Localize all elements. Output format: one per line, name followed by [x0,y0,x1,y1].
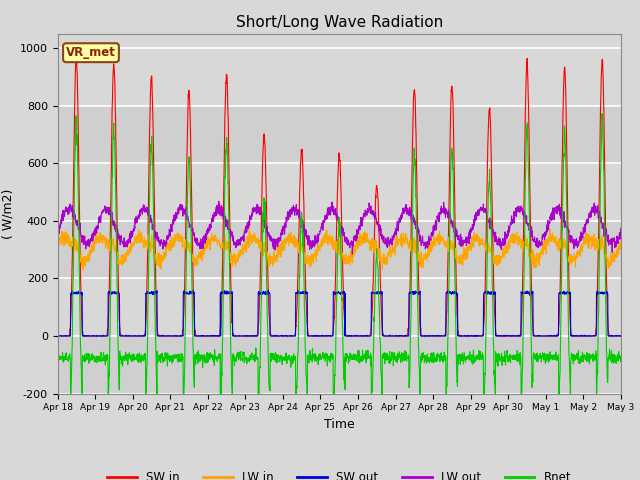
Line: LW out: LW out [58,201,621,254]
LW in [583,235,591,241]
SW in [211,333,219,339]
LW in [504,243,511,249]
SW out [568,333,575,339]
LW out [617,225,625,231]
SW out [617,333,625,339]
SW in [568,331,575,337]
SW out [54,333,61,339]
LW in [246,223,253,228]
Bar [58,106,621,163]
SW out [368,291,376,297]
Rnet [583,359,591,364]
Bar [58,336,621,394]
SW out [356,333,364,339]
Rnet [368,396,376,402]
Rnet [211,347,218,353]
SW out [264,288,272,293]
SW in [583,333,591,339]
LW out [215,198,223,204]
LW out [504,234,511,240]
LW in [211,238,219,243]
SW out [211,333,218,339]
SW in [356,333,364,339]
LW out [369,208,376,214]
Bar [58,221,621,278]
LW in [54,245,61,251]
LW in [568,259,575,265]
Rnet [503,352,511,358]
Rnet [356,355,364,361]
Rnet [598,111,606,117]
Title: Short/Long Wave Radiation: Short/Long Wave Radiation [236,15,443,30]
LW in [356,230,364,236]
Line: Rnet: Rnet [58,114,621,410]
SW out [583,333,591,339]
LW out [211,211,218,216]
Line: SW in: SW in [58,53,621,336]
Rnet [568,354,575,360]
SW in [54,333,61,339]
Rnet [517,407,525,413]
Line: LW in: LW in [58,226,621,270]
LW in [369,244,376,250]
Rnet [54,356,61,362]
LW out [356,227,364,233]
SW in [617,333,625,339]
LW out [568,238,575,243]
X-axis label: Time: Time [324,418,355,431]
SW in [368,313,376,319]
LW out [54,224,61,230]
SW out [503,333,511,339]
LW in [79,267,87,273]
Legend: SW in, LW in, SW out, LW out, Rnet: SW in, LW in, SW out, LW out, Rnet [102,466,576,480]
LW out [349,251,356,257]
Y-axis label: ( W/m2): ( W/m2) [1,189,14,239]
SW in [72,50,80,56]
LW in [617,242,625,248]
Text: VR_met: VR_met [66,46,116,59]
LW out [583,216,591,222]
Rnet [617,356,625,361]
SW in [503,333,511,339]
Line: SW out: SW out [58,290,621,336]
